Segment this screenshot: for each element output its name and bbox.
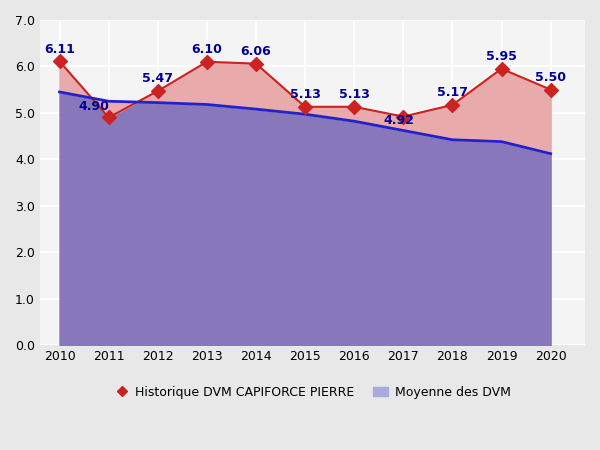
Point bbox=[349, 103, 359, 110]
Point bbox=[104, 114, 113, 121]
Legend: Historique DVM CAPIFORCE PIERRE, Moyenne des DVM: Historique DVM CAPIFORCE PIERRE, Moyenne… bbox=[109, 381, 515, 404]
Point bbox=[300, 103, 310, 110]
Text: 4.92: 4.92 bbox=[383, 114, 414, 127]
Text: 6.10: 6.10 bbox=[191, 43, 222, 56]
Text: 5.17: 5.17 bbox=[437, 86, 468, 99]
Text: 6.11: 6.11 bbox=[44, 43, 75, 56]
Point bbox=[55, 58, 64, 65]
Point bbox=[202, 58, 212, 65]
Point bbox=[546, 86, 556, 93]
Text: 4.90: 4.90 bbox=[79, 100, 109, 113]
Point bbox=[398, 113, 408, 120]
Point bbox=[497, 65, 506, 72]
Text: 5.50: 5.50 bbox=[535, 71, 566, 84]
Text: 5.13: 5.13 bbox=[290, 88, 320, 101]
Text: 5.95: 5.95 bbox=[486, 50, 517, 63]
Point bbox=[251, 60, 261, 67]
Point bbox=[153, 87, 163, 94]
Text: 5.47: 5.47 bbox=[142, 72, 173, 86]
Text: 5.13: 5.13 bbox=[339, 88, 370, 101]
Point bbox=[448, 101, 457, 108]
Text: 6.06: 6.06 bbox=[241, 45, 271, 58]
